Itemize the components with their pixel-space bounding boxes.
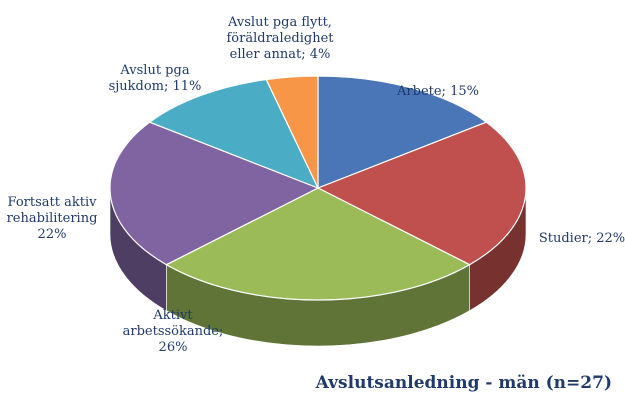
slice-label-0: Arbete; 15%: [396, 84, 479, 99]
slice-label-2: Aktivt arbetssökande; 26%: [123, 308, 224, 355]
pie-slice-1: [316, 121, 527, 266]
pie-slice-2: [165, 187, 471, 301]
pie-slice-3: [109, 121, 320, 266]
chart-title: Avslutsanledning - män (n=27): [315, 373, 612, 393]
slice-label-5: Avslut pga flytt, föräldraledighet eller a…: [227, 15, 335, 62]
pie-slices: [109, 75, 527, 347]
slice-label-1: Studier; 22%: [539, 231, 625, 246]
pie-slice-5: [265, 75, 319, 189]
pie-slice-0: [317, 75, 488, 189]
pie-slice-4: [148, 78, 320, 190]
slice-label-3: Fortsatt aktiv rehabilitering 22%: [7, 195, 98, 242]
slice-labels: Arbete; 15% Studier; 22% Aktivt arbetssökan…: [7, 15, 625, 355]
slice-label-4: Avslut pga sjukdom; 11%: [109, 63, 202, 94]
